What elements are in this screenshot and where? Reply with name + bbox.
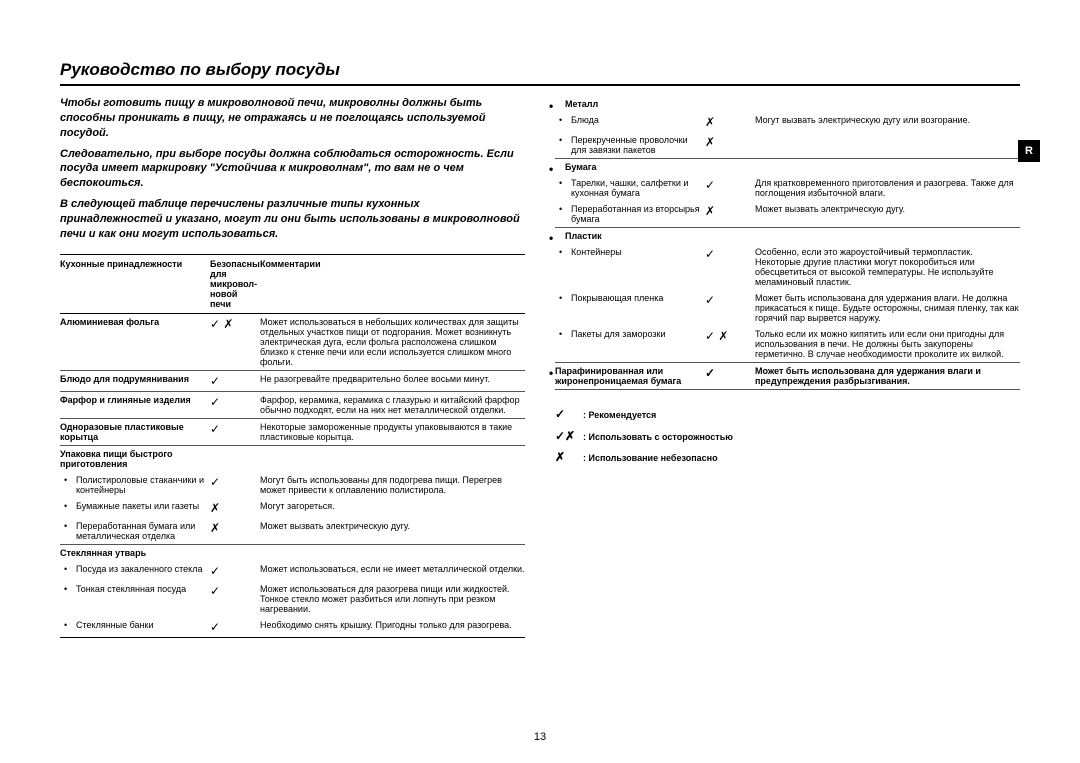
row-name: Упаковка пищи быстрого приготовления <box>60 449 210 469</box>
row-safe: ✓ <box>705 247 755 287</box>
row-comment: Необходимо снять крышку. Пригодны только… <box>260 620 525 634</box>
row-comment: Может вызвать электрическую дугу. <box>755 204 1020 224</box>
row-name: Посуда из закаленного стекла <box>60 564 210 578</box>
row-name: Перекрученные проволочки для завязки пак… <box>555 135 705 155</box>
legend: ✓: Рекомендуется ✓✗: Использовать с осто… <box>555 404 1020 469</box>
row-name: Тарелки, чашки, салфетки и кухонная бума… <box>555 178 705 198</box>
row-comment <box>755 135 1020 155</box>
row-safe: ✓ <box>705 366 755 386</box>
row-name: Фарфор и глиняные изделия <box>60 395 210 415</box>
table-row: Покрывающая пленка✓Может быть использова… <box>555 290 1020 326</box>
table-row: Тарелки, чашки, салфетки и кухонная бума… <box>555 175 1020 201</box>
legend-care: : Использовать с осторожностью <box>583 432 733 442</box>
table-row: Посуда из закаленного стекла✓Может испол… <box>60 561 525 581</box>
row-name: Переработанная из вторсырья бумага <box>555 204 705 224</box>
row-comment: Могут загореться. <box>260 501 525 515</box>
row-name: Бумажные пакеты или газеты <box>60 501 210 515</box>
left-column: Чтобы готовить пищу в микроволновой печи… <box>60 96 525 723</box>
legend-rec: : Рекомендуется <box>583 410 656 420</box>
row-safe: ✓ <box>705 178 755 198</box>
table-row: Полистироловые стаканчики и контейнеры✓М… <box>60 472 525 498</box>
table-row: Пакеты для заморозки✓ ✗Только если их мо… <box>555 326 1020 363</box>
th-accessories: Кухонные принадлежности <box>60 259 210 309</box>
table-row: Алюминиевая фольга✓ ✗Может использоватьс… <box>60 314 525 371</box>
intro-p2: Следовательно, при выборе посуды должна … <box>60 147 525 192</box>
row-safe: ✓ <box>210 395 260 415</box>
row-safe: ✗ <box>705 115 755 129</box>
x-icon: ✗ <box>555 447 583 469</box>
table-row: Тонкая стеклянная посуда✓Может использов… <box>60 581 525 617</box>
row-safe: ✓ ✗ <box>210 317 260 367</box>
row-safe: ✓ ✗ <box>705 329 755 359</box>
row-safe: ✓ <box>210 374 260 388</box>
row-safe: ✓ <box>210 584 260 614</box>
row-safe: ✓ <box>210 422 260 442</box>
row-name: Парафинированная или жиронепроницаемая б… <box>555 366 705 386</box>
row-safe: ✗ <box>705 204 755 224</box>
page-title: Руководство по выбору посуды <box>60 60 1020 86</box>
row-comment: Фарфор, керамика, керамика с глазурью и … <box>260 395 525 415</box>
section-metal: Металл <box>555 96 1020 112</box>
page-number: 13 <box>60 731 1020 743</box>
row-safe: ✓ <box>210 620 260 634</box>
table-row: Стеклянные банки✓Необходимо снять крышку… <box>60 617 525 638</box>
row-name: Одноразовые пластиковые корытца <box>60 422 210 442</box>
row-comment: Может быть использована для удержания вл… <box>755 366 1020 386</box>
section-plastic: Пластик <box>555 228 1020 244</box>
check-x-icon: ✓✗ <box>555 426 583 448</box>
table-row: Фарфор и глиняные изделия✓Фарфор, керами… <box>60 392 525 419</box>
table-row: Упаковка пищи быстрого приготовления <box>60 446 525 472</box>
side-tab: R <box>1018 140 1040 162</box>
row-safe: ✓ <box>210 475 260 495</box>
row-name: Алюминиевая фольга <box>60 317 210 367</box>
row-comment: Может вызвать электрическую дугу. <box>260 521 525 541</box>
table-header: Кухонные принадлежности Безопасны для ми… <box>60 254 525 314</box>
row-name: Контейнеры <box>555 247 705 287</box>
row-comment: Может использоваться в небольших количес… <box>260 317 525 367</box>
row-comment: Только если их можно кипятить или если о… <box>755 329 1020 359</box>
row-comment: Может использоваться для разогрева пищи … <box>260 584 525 614</box>
table-row: Одноразовые пластиковые корытца✓Некоторы… <box>60 419 525 446</box>
row-name: Стеклянная утварь <box>60 548 210 558</box>
intro-p1: Чтобы готовить пищу в микроволновой печи… <box>60 96 525 141</box>
section-paper: Бумага <box>555 159 1020 175</box>
right-column: Металл Блюда✗Могут вызвать электрическую… <box>555 96 1020 723</box>
row-comment: Может быть использована для удержания вл… <box>755 293 1020 323</box>
row-name: Полистироловые стаканчики и контейнеры <box>60 475 210 495</box>
row-safe: ✗ <box>210 521 260 541</box>
table-row: Контейнеры✓Особенно, если это жароустойч… <box>555 244 1020 290</box>
table-row: Перекрученные проволочки для завязки пак… <box>555 132 1020 159</box>
table-row: Парафинированная или жиронепроницаемая б… <box>555 363 1020 390</box>
intro-text: Чтобы готовить пищу в микроволновой печи… <box>60 96 525 242</box>
row-comment: Для кратковременного приготовления и раз… <box>755 178 1020 198</box>
row-safe: ✗ <box>705 135 755 155</box>
table-row: Переработанная из вторсырья бумага✗Может… <box>555 201 1020 228</box>
row-name: Блюдо для подрумянивания <box>60 374 210 388</box>
row-comment: Могут быть использованы для подогрева пи… <box>260 475 525 495</box>
row-safe: ✗ <box>210 501 260 515</box>
table-row: Переработанная бумага или металлическая … <box>60 518 525 545</box>
intro-p3: В следующей таблице перечислены различны… <box>60 197 525 242</box>
row-name: Покрывающая пленка <box>555 293 705 323</box>
row-comment: Могут вызвать электрическую дугу или воз… <box>755 115 1020 129</box>
table-row: Блюдо для подрумянивания✓Не разогревайте… <box>60 371 525 392</box>
row-comment: Особенно, если это жароустойчивый термоп… <box>755 247 1020 287</box>
check-icon: ✓ <box>555 404 583 426</box>
th-safe: Безопасны для микровол-новой печи <box>210 259 260 309</box>
row-name: Тонкая стеклянная посуда <box>60 584 210 614</box>
row-safe: ✓ <box>210 564 260 578</box>
table-row: Стеклянная утварь <box>60 545 525 561</box>
th-comments: Комментарии <box>260 259 525 309</box>
row-name: Переработанная бумага или металлическая … <box>60 521 210 541</box>
row-comment: Может использоваться, если не имеет мета… <box>260 564 525 578</box>
row-name: Блюда <box>555 115 705 129</box>
legend-unsafe: : Использование небезопасно <box>583 453 718 463</box>
row-name: Стеклянные банки <box>60 620 210 634</box>
row-safe: ✓ <box>705 293 755 323</box>
table-row: Блюда✗Могут вызвать электрическую дугу и… <box>555 112 1020 132</box>
row-comment: Некоторые замороженные продукты упаковыв… <box>260 422 525 442</box>
table-row: Бумажные пакеты или газеты✗Могут загорет… <box>60 498 525 518</box>
row-name: Пакеты для заморозки <box>555 329 705 359</box>
row-comment: Не разогревайте предварительно более вос… <box>260 374 525 388</box>
